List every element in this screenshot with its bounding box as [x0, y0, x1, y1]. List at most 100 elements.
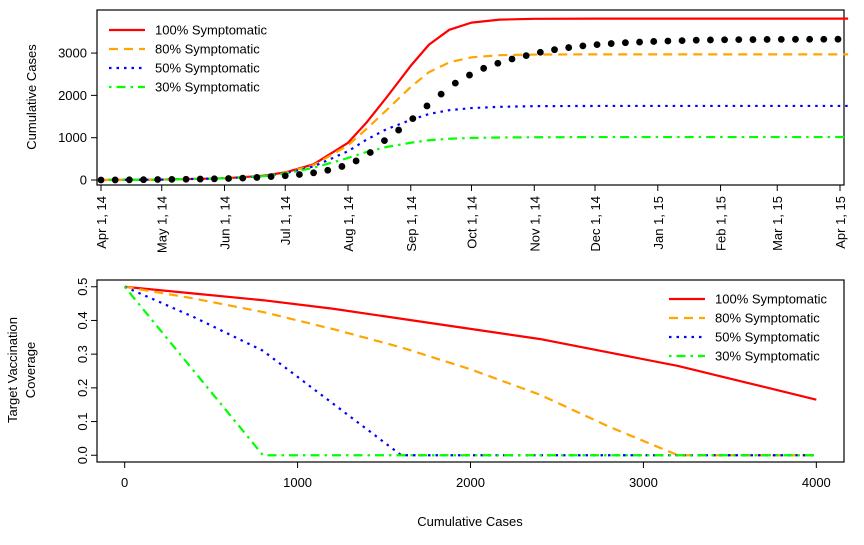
top-observed-point [310, 169, 317, 177]
bottom-series-layer [123, 285, 817, 457]
top-observed-point [395, 126, 403, 134]
top-observed-point [423, 102, 431, 110]
top-x-tick-label: Mar 1, 15 [770, 196, 785, 251]
top-observed-point [820, 35, 828, 43]
bottom-legend-label-30-symptomatic: 30% Symptomatic [715, 349, 820, 364]
top-y-tick-label: 3000 [58, 46, 87, 61]
top-series-layer [97, 17, 849, 184]
top-x-tick-label: Aug 1, 14 [341, 196, 356, 252]
top-observed-point [749, 36, 757, 43]
top-observed-point [324, 166, 332, 174]
bottom-x-tick-label: 4000 [802, 475, 831, 490]
top-observed-point [381, 137, 388, 145]
top-observed-point [806, 35, 814, 43]
bottom-legend-label-50-symptomatic: 50% Symptomatic [715, 330, 820, 345]
top-observed-point [140, 176, 147, 184]
bottom-y-tick-label: 0.5 [75, 278, 90, 296]
top-x-tick-label: Jul 1, 14 [278, 196, 293, 245]
top-observed-point [593, 41, 601, 49]
top-x-tick-label: Sep 1, 14 [404, 196, 419, 252]
top-observed-point [225, 175, 232, 182]
top-observed-point [735, 36, 743, 44]
top-observed-point [182, 175, 190, 183]
top-x-tick-label: Dec 1, 14 [588, 196, 603, 252]
bottom-series-line-50-symptomatic [124, 285, 817, 457]
top-y-tick-label: 0 [80, 173, 87, 188]
bottom-y-tick-label: 0.1 [75, 413, 90, 431]
top-x-tick-label: Oct 1, 14 [465, 196, 480, 249]
top-series-line-50-symptomatic [100, 104, 849, 182]
top-observed-point [692, 36, 700, 44]
top-observed-point [437, 90, 445, 98]
top-legend: 100% Symptomatic 80% Symptomatic 50% Sympt… [109, 23, 267, 95]
top-observed-point [763, 36, 771, 43]
top-x-tick-label: Jun 1, 14 [218, 196, 233, 250]
top-observed-point [267, 173, 275, 181]
top-observed-point [196, 175, 204, 183]
top-observed-point [239, 174, 247, 182]
bottom-x-tick-label: 1000 [283, 475, 312, 490]
bottom-y-tick-label: 0.0 [75, 446, 90, 464]
top-observed-point [168, 175, 176, 183]
top-observed-point [721, 36, 728, 44]
top-legend-label-100-symptomatic: 100% Symptomatic [155, 23, 267, 38]
top-panel: 0 1000 2000 3000 Apr 1, 14 May 1, 14 Jun 1, 14… [24, 9, 849, 254]
bottom-legend-label-100-symptomatic: 100% Symptomatic [715, 292, 827, 307]
top-observed-point [650, 38, 658, 45]
bottom-panel: 0.0 0.1 0.2 0.3 0.4 0.5 0 1000 2000 3000 4000 Cumu… [5, 278, 845, 529]
bottom-series-line-100-symptomatic [124, 285, 817, 401]
bottom-series-line-30-symptomatic [123, 286, 817, 457]
top-observed-point [707, 36, 714, 44]
bottom-series-line-80-symptomatic [124, 285, 817, 457]
top-observed-point [466, 71, 473, 79]
top-x-tick-label: Apr 1, 14 [94, 196, 109, 249]
top-legend-label-50-symptomatic: 50% Symptomatic [155, 61, 260, 76]
bottom-axes-layer: 0.0 0.1 0.2 0.3 0.4 0.5 0 1000 2000 3000 4000 [75, 278, 831, 490]
bottom-plot-frame [96, 279, 845, 463]
top-observed-point [409, 115, 417, 123]
bottom-x-tick-label: 0 [121, 475, 128, 490]
top-observed-point [536, 48, 544, 56]
bottom-legend: 100% Symptomatic 80% Symptomatic 50% Sympt… [669, 292, 827, 364]
bottom-x-axis-title: Cumulative Cases [417, 514, 523, 529]
top-y-axis-title: Cumulative Cases [24, 44, 39, 150]
bottom-legend-label-80-symptomatic: 80% Symptomatic [715, 311, 820, 326]
top-observed-point [522, 52, 530, 60]
top-plot-frame [96, 9, 845, 186]
bottom-x-tick-label: 2000 [456, 475, 485, 490]
top-observed-point [636, 38, 643, 46]
top-observed-point [508, 55, 516, 63]
bottom-x-tick-label: 3000 [629, 475, 658, 490]
top-observed-point [338, 163, 346, 170]
top-observed-point [551, 46, 558, 54]
top-legend-label-80-symptomatic: 80% Symptomatic [155, 42, 260, 57]
top-observed-point [834, 35, 842, 43]
top-observed-point [352, 157, 360, 165]
top-observed-point [451, 79, 459, 87]
bottom-y-tick-label: 0.4 [75, 311, 90, 329]
top-axes-layer: 0 1000 2000 3000 Apr 1, 14 May 1, 14 Jun 1, 14… [58, 46, 848, 254]
bottom-y-tick-label: 0.3 [75, 345, 90, 363]
top-observed-point [678, 37, 686, 44]
top-observed-point [664, 37, 672, 45]
top-observed-point [565, 44, 573, 51]
top-series-line-30-symptomatic [100, 135, 849, 182]
top-observed-point [621, 39, 629, 47]
bottom-y-axis-title-line1: Target Vaccination [5, 317, 20, 423]
top-observed-point [154, 176, 162, 183]
top-x-tick-label: Feb 1, 15 [714, 196, 729, 251]
top-legend-label-30-symptomatic: 30% Symptomatic [155, 80, 260, 95]
top-observed-point [253, 174, 261, 181]
top-observed-point [210, 175, 218, 183]
top-observed-point [97, 176, 105, 184]
top-x-tick-label: Jan 1, 15 [651, 196, 666, 250]
top-observed-point [494, 59, 502, 67]
top-x-tick-label: Nov 1, 14 [527, 196, 542, 252]
top-y-tick-label: 1000 [58, 130, 87, 145]
top-x-tick-label: Apr 1, 15 [833, 196, 848, 249]
top-observed-point [792, 35, 799, 43]
top-observed-point [366, 149, 374, 156]
top-observed-point [296, 171, 303, 178]
